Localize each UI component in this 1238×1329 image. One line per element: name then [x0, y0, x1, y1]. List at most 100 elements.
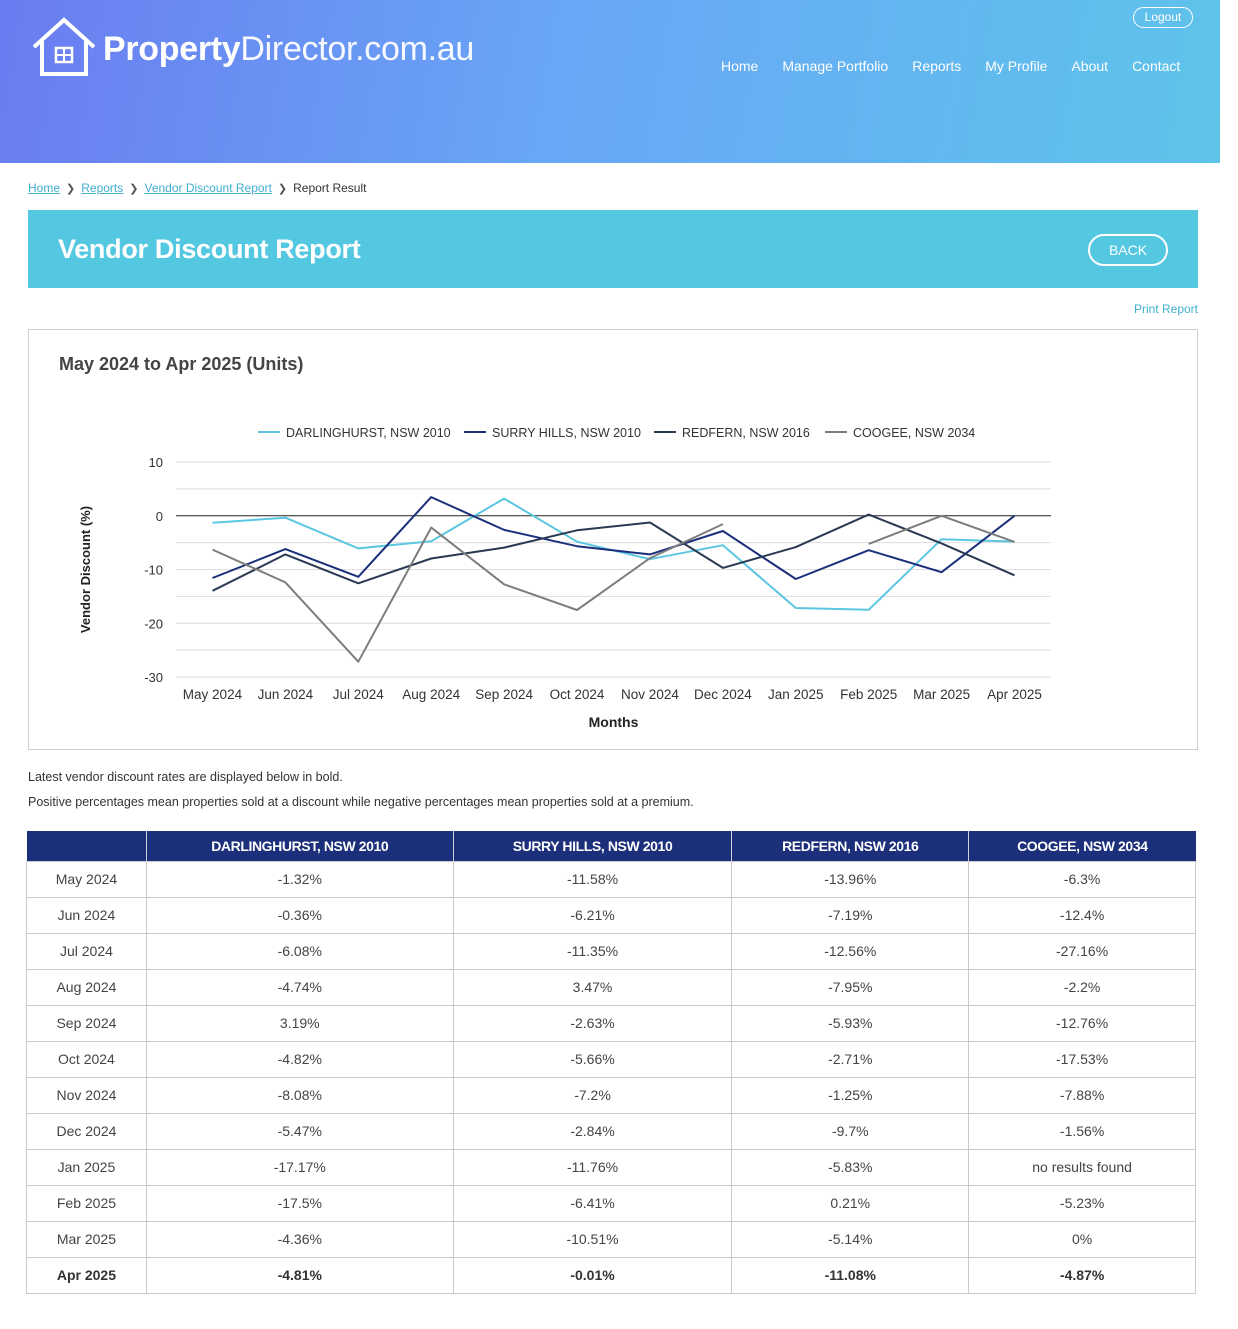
nav-reports[interactable]: Reports [912, 58, 962, 74]
table-cell-value: -9.7% [731, 1112, 970, 1150]
legend-label: COOGEE, NSW 2034 [853, 426, 975, 440]
page-title: Vendor Discount Report [58, 234, 361, 264]
table-row: Dec 2024 -5.47% -2.84% -9.7% -1.56% [26, 1112, 1196, 1150]
x-tick-label: Dec 2024 [694, 687, 752, 702]
print-report-link[interactable]: Print Report [1133, 302, 1198, 316]
table-row: Aug 2024 -4.74% 3.47% -7.95% -2.2% [26, 968, 1196, 1006]
table-cell-value: -2.63% [452, 1004, 733, 1042]
table-row: Jun 2024 -0.36% -6.21% -7.19% -12.4% [26, 896, 1196, 934]
table-cell-value: -7.2% [452, 1076, 733, 1114]
table-cell-value: -7.88% [968, 1076, 1196, 1114]
table-cell-value: -6.21% [452, 896, 733, 934]
breadcrumb-home[interactable]: Home [28, 181, 61, 195]
x-tick-label: Aug 2024 [402, 687, 460, 702]
logout-button[interactable]: Logout [1133, 7, 1193, 28]
table-cell-value: -4.36% [145, 1220, 454, 1258]
table-cell-value: -6.08% [145, 932, 454, 970]
y-tick-label: -30 [144, 670, 163, 685]
breadcrumb-current: Report Result [293, 181, 367, 195]
chart-title: May 2024 to Apr 2025 (Units) [59, 354, 304, 374]
x-tick-label: Jan 2025 [768, 687, 824, 702]
table-cell-value: -5.66% [452, 1040, 733, 1078]
series-line [212, 514, 1015, 663]
table-cell-value: 0.21% [731, 1184, 970, 1222]
x-tick-label: Apr 2025 [987, 687, 1042, 702]
table-cell-value: -0.36% [145, 896, 454, 934]
table-row: Sep 2024 3.19% -2.63% -5.93% -12.76% [26, 1004, 1196, 1042]
table-cell-month: Sep 2024 [26, 1004, 147, 1042]
table-cell-value: -12.56% [731, 932, 970, 970]
breadcrumb-vendor-discount-report[interactable]: Vendor Discount Report [144, 181, 272, 195]
nav-manage-portfolio[interactable]: Manage Portfolio [782, 58, 889, 74]
column-header-redfern: REDFERN, NSW 2016 [731, 831, 969, 861]
table-cell-value: -7.19% [731, 896, 970, 934]
nav-my-profile[interactable]: My Profile [985, 58, 1048, 74]
table-cell-value: -1.32% [145, 860, 454, 898]
breadcrumb: Home ❯ Reports ❯ Vendor Discount Report … [28, 181, 366, 195]
table-cell-value: -4.74% [145, 968, 454, 1006]
x-tick-label: Mar 2025 [913, 687, 970, 702]
table-cell-value: -11.35% [452, 932, 733, 970]
column-header-darlinghurst: DARLINGHURST, NSW 2010 [145, 831, 454, 861]
nav-contact[interactable]: Contact [1132, 58, 1181, 74]
table-cell-value: -2.84% [452, 1112, 733, 1150]
table-cell-month: Nov 2024 [26, 1076, 147, 1114]
table-cell-value: -12.4% [968, 896, 1196, 934]
x-tick-label: Jun 2024 [258, 687, 314, 702]
table-row: Mar 2025 -4.36% -10.51% -5.14% 0% [26, 1220, 1196, 1258]
site-logo[interactable]: PropertyDirector.com.au [32, 17, 474, 77]
table-cell-month: Feb 2025 [26, 1184, 147, 1222]
table-cell-value: -2.71% [731, 1040, 970, 1078]
table-cell-value: -11.08% [731, 1256, 970, 1294]
table-cell-month: Mar 2025 [26, 1220, 147, 1258]
table-cell-month: May 2024 [26, 860, 147, 898]
column-header-month [26, 831, 147, 861]
x-tick-label: Feb 2025 [840, 687, 897, 702]
table-cell-month: Aug 2024 [26, 968, 147, 1006]
chevron-right-icon: ❯ [129, 182, 139, 195]
table-cell-value: -4.82% [145, 1040, 454, 1078]
table-cell-value: -17.17% [145, 1148, 454, 1186]
table-cell-value: 3.19% [145, 1004, 454, 1042]
table-cell-value: -12.76% [968, 1004, 1196, 1042]
table-cell-value: -27.16% [968, 932, 1196, 970]
nav-home[interactable]: Home [721, 58, 759, 74]
table-cell-value: -6.41% [452, 1184, 733, 1222]
column-header-surry-hills: SURRY HILLS, NSW 2010 [452, 831, 732, 861]
y-tick-label: 0 [156, 509, 163, 524]
back-button[interactable]: BACK [1088, 234, 1168, 266]
table-row: Apr 2025 -4.81% -0.01% -11.08% -4.87% [26, 1256, 1196, 1294]
chevron-right-icon: ❯ [66, 182, 76, 195]
x-tick-label: Oct 2024 [550, 687, 605, 702]
y-axis-title: Vendor Discount (%) [78, 506, 93, 633]
house-icon [32, 17, 96, 76]
line-chart: 10 0 -10 -20 -30 May 2024 Jun 2024 Jul 2024 Aug … [78, 426, 1051, 730]
x-axis-title: Months [589, 714, 639, 730]
site-header: PropertyDirector.com.au Logout Home Mana… [0, 0, 1220, 163]
table-cell-value: -1.56% [968, 1112, 1196, 1150]
main-nav: Home Manage Portfolio Reports My Profile… [709, 58, 1192, 74]
legend-label: SURRY HILLS, NSW 2010 [492, 426, 641, 440]
page-title-bar: Vendor Discount Report BACK [28, 210, 1198, 288]
table-cell-value: -4.81% [145, 1256, 454, 1294]
series-line [212, 496, 1016, 580]
table-cell-value: -5.47% [145, 1112, 454, 1150]
table-cell-value: -4.87% [968, 1256, 1196, 1294]
x-tick-label: Jul 2024 [333, 687, 385, 702]
table-cell-month: Jun 2024 [26, 896, 147, 934]
table-cell-value: -11.76% [452, 1148, 733, 1186]
table-cell-value: -17.53% [968, 1040, 1196, 1078]
table-cell-value: no results found [968, 1148, 1196, 1186]
chevron-right-icon: ❯ [277, 182, 288, 195]
brand-bold: Property [103, 30, 241, 68]
nav-about[interactable]: About [1071, 58, 1109, 74]
table-cell-value: -1.25% [731, 1076, 970, 1114]
table-row: May 2024 -1.32% -11.58% -13.96% -6.3% [26, 860, 1196, 898]
x-tick-label: Sep 2024 [475, 687, 533, 702]
breadcrumb-reports[interactable]: Reports [81, 181, 124, 195]
table-cell-value: -0.01% [452, 1256, 733, 1294]
table-cell-month: Jul 2024 [26, 932, 147, 970]
results-table: DARLINGHURST, NSW 2010 SURRY HILLS, NSW … [26, 831, 1196, 1294]
y-tick-label: 10 [149, 455, 163, 470]
note-latest-bold: Latest vendor discount rates are display… [28, 770, 343, 784]
